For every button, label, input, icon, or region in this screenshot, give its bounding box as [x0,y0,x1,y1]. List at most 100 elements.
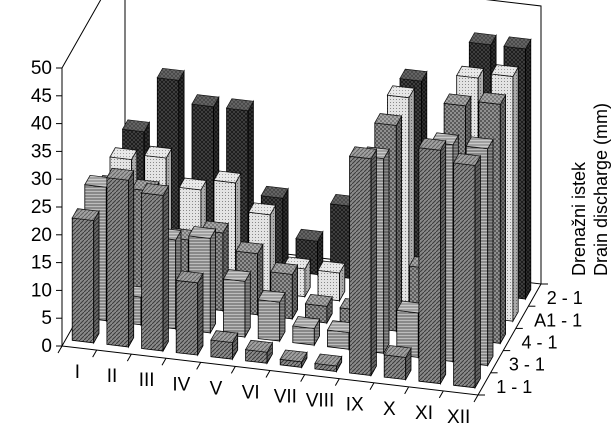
bar-top [175,270,204,284]
bar-top [279,349,308,363]
bar-top [109,147,138,160]
series-label: 4 - 1 [522,333,558,353]
bar-top [248,202,277,216]
bar-3-1-VI [257,289,286,343]
x-tick-label: III [139,370,155,391]
bar-side-shade [210,229,216,333]
bar-top-light [469,32,497,45]
bar-side-shade [405,348,411,380]
bar-front [210,339,233,360]
bar-top [71,208,100,221]
y-tick-label: 0 [41,336,52,357]
bar-top-light [245,340,273,353]
bar-front [257,299,281,342]
bar-top [314,353,343,367]
x-tick [196,362,202,370]
bar-top-light [491,64,519,77]
bar-top-light [72,208,99,221]
bar-front [383,354,407,381]
bar-side-shade [163,186,169,351]
bar-top-light [226,98,254,111]
bar-top-light [327,320,355,333]
bar-top [348,146,378,160]
bar-side-shade [232,333,238,360]
bar-3-1-V [222,269,251,339]
y-axis: 0 5 10 15 20 25 30 35 40 45 50 [31,58,62,357]
x-tick-label: V [210,378,223,399]
z-label-line: Drenažni istek [569,161,589,276]
bar-side-shade [197,273,203,356]
x-tick [161,358,167,366]
bar-side-shade [326,297,333,323]
bar-side-shade [93,211,99,343]
bar-top-light [179,178,207,190]
bar-top-light [144,146,172,158]
bar-front [223,278,246,338]
bar-top-light [314,354,342,366]
bar-side-shade [128,170,134,347]
bar-top [191,94,220,108]
y-tick-label: 50 [31,58,52,79]
bar-front [349,155,372,376]
bar-top [213,170,242,184]
bar-front [453,162,476,389]
x-tick-label: XII [447,407,470,428]
y-tick-label: 15 [31,253,52,274]
series-label: 1 - 1 [496,377,532,397]
y-tick-label: 30 [31,169,52,190]
bar-top-light [466,136,493,149]
bar-top-light [478,92,506,105]
bar-side-shade [383,149,389,354]
x-tick-label: I [75,362,80,383]
bar-top [418,137,447,151]
bar-front [106,177,129,348]
bar-A1-1-VII [317,260,346,303]
bar-1-1-IX [348,146,378,378]
bar-top [490,64,519,77]
bar-top [235,241,264,255]
bar-top-light [258,290,285,303]
bar-top-light [453,153,481,166]
bar-top [222,269,251,282]
bar-1-1-VI [244,339,274,365]
bar-top [465,136,494,150]
bar-top [383,345,412,358]
bar-top [317,260,346,274]
x-axis: I II III IV V VI VII VIII IX X XI XII [57,345,479,428]
bar-top-light [280,350,307,362]
bar-1-1-X [383,345,412,382]
bar-front [292,325,315,346]
bar-1-1-IV [175,270,204,357]
bar-top-light [84,175,112,188]
bar-top-light [248,202,276,215]
x-tick-label: VI [242,382,260,403]
bar-top-light [188,226,216,239]
x-tick [230,366,236,374]
bar-top [260,185,289,199]
x-tick [126,353,132,362]
bar-side-shade [475,156,481,388]
bar-front [327,329,350,350]
bar-top [210,330,239,343]
bar-front [71,217,95,344]
x-tick-label: X [383,399,396,420]
y-tick-label: 45 [31,86,52,107]
bar-top-light [157,68,185,81]
bar-side-shade [339,263,345,301]
bar-top [257,289,286,303]
bar-top-light [384,345,411,358]
bar-top-light [210,330,238,343]
bar-1-1-II [106,167,135,349]
depth-axis: 1 - 13 - 14 - 1 A1 - 12 - 1 [478,283,583,397]
bar-side-shade [282,188,289,271]
bar-top [178,177,207,191]
bar-top-light [318,261,345,273]
y-tick-label: 35 [31,141,52,162]
bar-top-light [504,36,531,49]
x-tick [369,382,375,390]
bar-side-shade [267,342,273,364]
bar-top-light [296,229,323,242]
bar-top [225,98,255,112]
bar-top [468,32,497,46]
